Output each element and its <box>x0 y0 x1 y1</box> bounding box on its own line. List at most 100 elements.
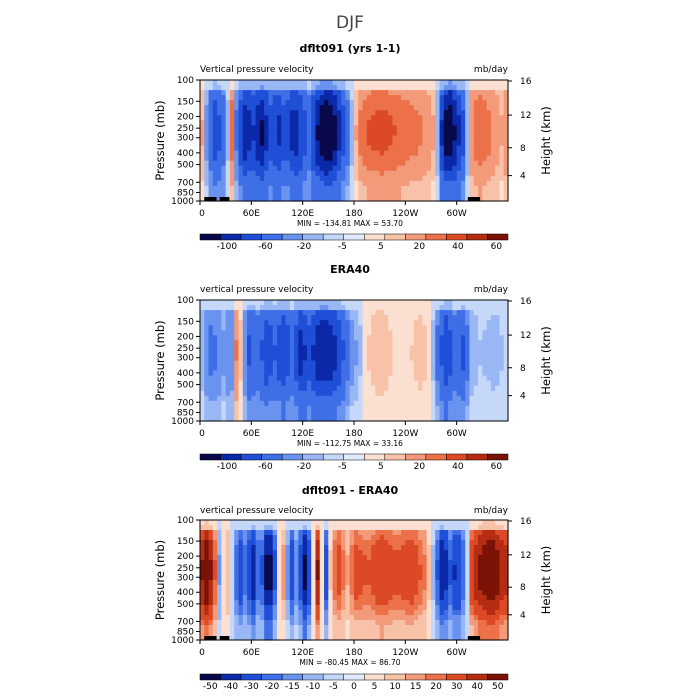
heatmap-cell <box>315 320 321 326</box>
heatmap-cell <box>388 555 394 561</box>
heatmap-cell <box>217 585 222 591</box>
heatmap-cell <box>383 410 389 417</box>
heatmap-cell <box>319 120 325 126</box>
heatmap-cell <box>478 115 483 121</box>
heatmap-cell <box>409 345 415 352</box>
heatmap-cell <box>354 590 359 596</box>
heatmap-cell <box>324 550 329 556</box>
heatmap-cell <box>251 165 257 172</box>
heatmap-cell <box>268 335 274 341</box>
heatmap-cell <box>324 570 329 576</box>
heatmap-cell <box>409 80 415 86</box>
heatmap-cell <box>431 545 436 551</box>
heatmap-cell <box>281 165 287 172</box>
heatmap-cell <box>234 585 240 591</box>
heatmap-cell <box>319 195 325 202</box>
heatmap-cell <box>324 370 329 377</box>
heatmap-cell <box>302 80 308 86</box>
heatmap-cell <box>443 610 449 616</box>
heatmap-cell <box>217 110 222 116</box>
heatmap-cell <box>324 340 329 346</box>
heatmap-cell <box>435 565 441 571</box>
heatmap-cell <box>426 540 432 546</box>
heatmap-cell <box>281 120 287 126</box>
heatmap-cell <box>379 140 385 147</box>
heatmap-cell <box>473 140 479 147</box>
heatmap-cell <box>422 390 428 397</box>
heatmap-cell <box>392 540 398 546</box>
heatmap-cell <box>242 190 248 197</box>
heatmap-cell <box>379 180 385 187</box>
heatmap-cell <box>238 600 244 606</box>
heatmap-cell <box>413 165 419 172</box>
heatmap-cell <box>435 195 441 202</box>
heatmap-cell <box>431 415 436 422</box>
heatmap-cell <box>306 135 312 142</box>
heatmap-cell <box>388 165 394 172</box>
heatmap-cell <box>319 300 325 306</box>
heatmap-cell <box>204 95 210 101</box>
heatmap-cell <box>281 345 287 352</box>
heatmap-cell <box>465 105 471 111</box>
heatmap-cell <box>366 415 372 422</box>
heatmap-cell <box>281 85 287 91</box>
heatmap-cell <box>306 330 312 336</box>
heatmap-cell <box>238 145 244 152</box>
heatmap-cell <box>217 165 222 172</box>
heatmap-cell <box>452 320 458 326</box>
heatmap-cell <box>448 120 453 126</box>
heatmap-cell <box>349 635 355 641</box>
colorbar-box <box>302 233 324 241</box>
heatmap-cell <box>366 525 372 531</box>
heatmap-cell <box>255 375 261 382</box>
heatmap-cell <box>405 350 411 357</box>
heatmap-cell <box>396 330 402 336</box>
heatmap-cell <box>200 320 205 326</box>
heatmap-cell <box>255 600 261 606</box>
heatmap-cell <box>452 325 458 331</box>
heatmap-cell <box>332 170 338 177</box>
heatmap-cell <box>289 140 295 147</box>
heatmap-cell <box>426 385 432 392</box>
heatmap-cell <box>396 115 402 121</box>
heatmap-cell <box>439 310 445 316</box>
heatmap-cell <box>289 415 295 422</box>
heatmap-cell <box>336 325 342 331</box>
heatmap-cell <box>336 635 342 641</box>
heatmap-cell <box>247 335 252 341</box>
heatmap-cell <box>383 375 389 382</box>
heatmap-cell <box>336 310 342 316</box>
heatmap-cell <box>503 335 509 341</box>
heatmap-cell <box>281 315 287 321</box>
heatmap-cell <box>401 625 406 631</box>
heatmap-cell <box>388 305 394 311</box>
heatmap-cell <box>499 390 505 397</box>
heatmap-cell <box>366 385 372 392</box>
heatmap-cell <box>255 415 261 422</box>
heatmap-cell <box>409 410 415 417</box>
heatmap-cell <box>336 315 342 321</box>
heatmap-cell <box>362 195 368 202</box>
heatmap-cell <box>208 145 214 152</box>
heatmap-cell <box>328 130 334 137</box>
y-tick-label: 700 <box>177 178 194 188</box>
heatmap-cell <box>255 195 261 202</box>
heatmap-cell <box>366 345 372 352</box>
heatmap-cell <box>247 345 252 352</box>
heatmap-cell <box>341 175 347 182</box>
heatmap-cell <box>277 325 282 331</box>
heatmap-cell <box>328 350 334 357</box>
heatmap-cell <box>229 590 235 596</box>
heatmap-cell <box>264 405 270 412</box>
heatmap-cell <box>285 405 291 412</box>
heatmap-cell <box>439 315 445 321</box>
heatmap-cell <box>383 600 389 606</box>
heatmap-cell <box>264 390 270 397</box>
heatmap-cell <box>255 90 261 96</box>
heatmap-cell <box>289 85 295 91</box>
heatmap-cell <box>217 390 222 397</box>
y-tick-label: 500 <box>177 161 194 171</box>
heatmap-cell <box>499 115 505 121</box>
heatmap-cell <box>435 575 441 581</box>
heatmap-cell <box>431 335 436 341</box>
